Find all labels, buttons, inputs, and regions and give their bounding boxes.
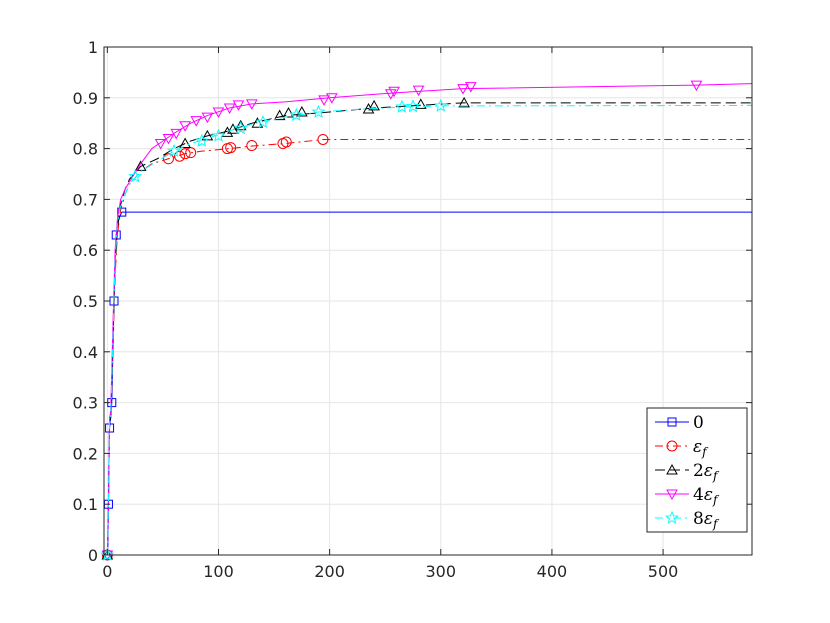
series-3 [101,80,753,562]
series-3-marker [245,99,258,110]
legend-entry: εf [655,437,709,459]
series-4-marker [394,99,409,113]
series-3-marker [318,95,330,106]
series-3-marker [388,86,400,98]
series-3-marker [223,103,236,114]
x-tick-label: 500 [648,562,679,581]
series-4-marker [433,98,448,112]
legend-label: 4εf [693,485,720,507]
series-3-marker [326,93,338,104]
legend-entry: 2εf [655,461,720,483]
legend-label: εf [693,437,709,459]
series-2-marker [221,126,234,137]
x-tick-label: 0 [102,562,112,581]
series-1-marker [317,133,329,145]
y-tick-label: 0.4 [73,343,98,362]
series-line-4 [106,104,753,556]
series-3-marker [179,121,191,132]
series-4 [100,98,753,561]
series-4-marker [289,107,304,121]
series-2-marker [368,99,380,111]
y-tick-label: 0.5 [73,292,98,311]
legend-marker [667,417,677,427]
legend-marker [666,463,678,475]
legend-marker [665,510,679,524]
series-1-marker [179,148,191,160]
series-3-marker [464,82,477,93]
y-tick-label: 0.2 [73,444,98,463]
y-tick-label: 0.1 [73,495,98,514]
series-1-marker [162,153,174,165]
series-2-marker [458,96,470,108]
series-4-marker [211,128,226,142]
series-1-marker [174,150,186,162]
series-4-marker [167,143,181,158]
series-2-marker [134,160,147,171]
y-tick-label: 0.7 [73,190,98,209]
legend-entry: 4εf [655,485,720,507]
series-2-marker [227,123,239,134]
series-4-marker [233,120,248,135]
series-1-marker [225,142,237,154]
series-3-marker [170,128,183,140]
x-tick-label: 100 [203,562,234,581]
series-2-marker [273,109,286,121]
x-tick-label: 200 [314,562,345,581]
series-3-marker [154,139,167,150]
legend-entry: 8εf [655,509,720,531]
series-4-marker [128,169,143,183]
series-2-marker [282,107,295,118]
y-tick-label: 0 [88,546,98,565]
y-tick-label: 0.3 [73,394,98,413]
y-tick-label: 0.6 [73,241,98,260]
y-tick-label: 1 [88,38,98,57]
series-2-marker [179,137,191,149]
series-1-marker [280,136,292,148]
series-4-marker [311,104,326,118]
series-3-marker [212,107,225,119]
series-2-marker [295,105,308,117]
x-tick-label: 300 [426,562,457,581]
legend-label: 8εf [693,509,720,531]
series-2-marker [414,98,427,109]
series-3-marker [162,133,175,145]
series-4-marker [256,114,270,129]
series-4-marker [100,547,115,561]
x-tick-label: 400 [537,562,568,581]
series-4-marker [406,99,420,113]
series-3-marker [690,80,703,92]
series-4-marker [194,133,209,147]
legend-label: 0 [693,413,704,433]
series-layer [100,80,753,562]
legend-marker [666,489,678,501]
legend-label: 2εf [693,461,720,483]
series-3-marker [457,84,469,95]
series-line-3 [106,83,753,556]
series-3-marker [412,85,425,97]
series-3-marker [232,100,245,111]
series-0-marker [117,207,127,217]
axis-ticks: 0 100 200 300 400 500 0 0.1 0.2 0.3 0.4 0.5 0.6 0.7 0.… [73,38,752,581]
legend-marker [666,440,678,452]
series-2-marker [234,119,247,131]
y-tick-label: 0.8 [73,140,98,159]
series-3-marker [190,116,203,127]
series-3-marker [201,112,214,124]
series-1-marker [246,140,258,152]
y-tick-label: 0.9 [73,89,98,108]
legend-entry: 0 [655,413,704,433]
